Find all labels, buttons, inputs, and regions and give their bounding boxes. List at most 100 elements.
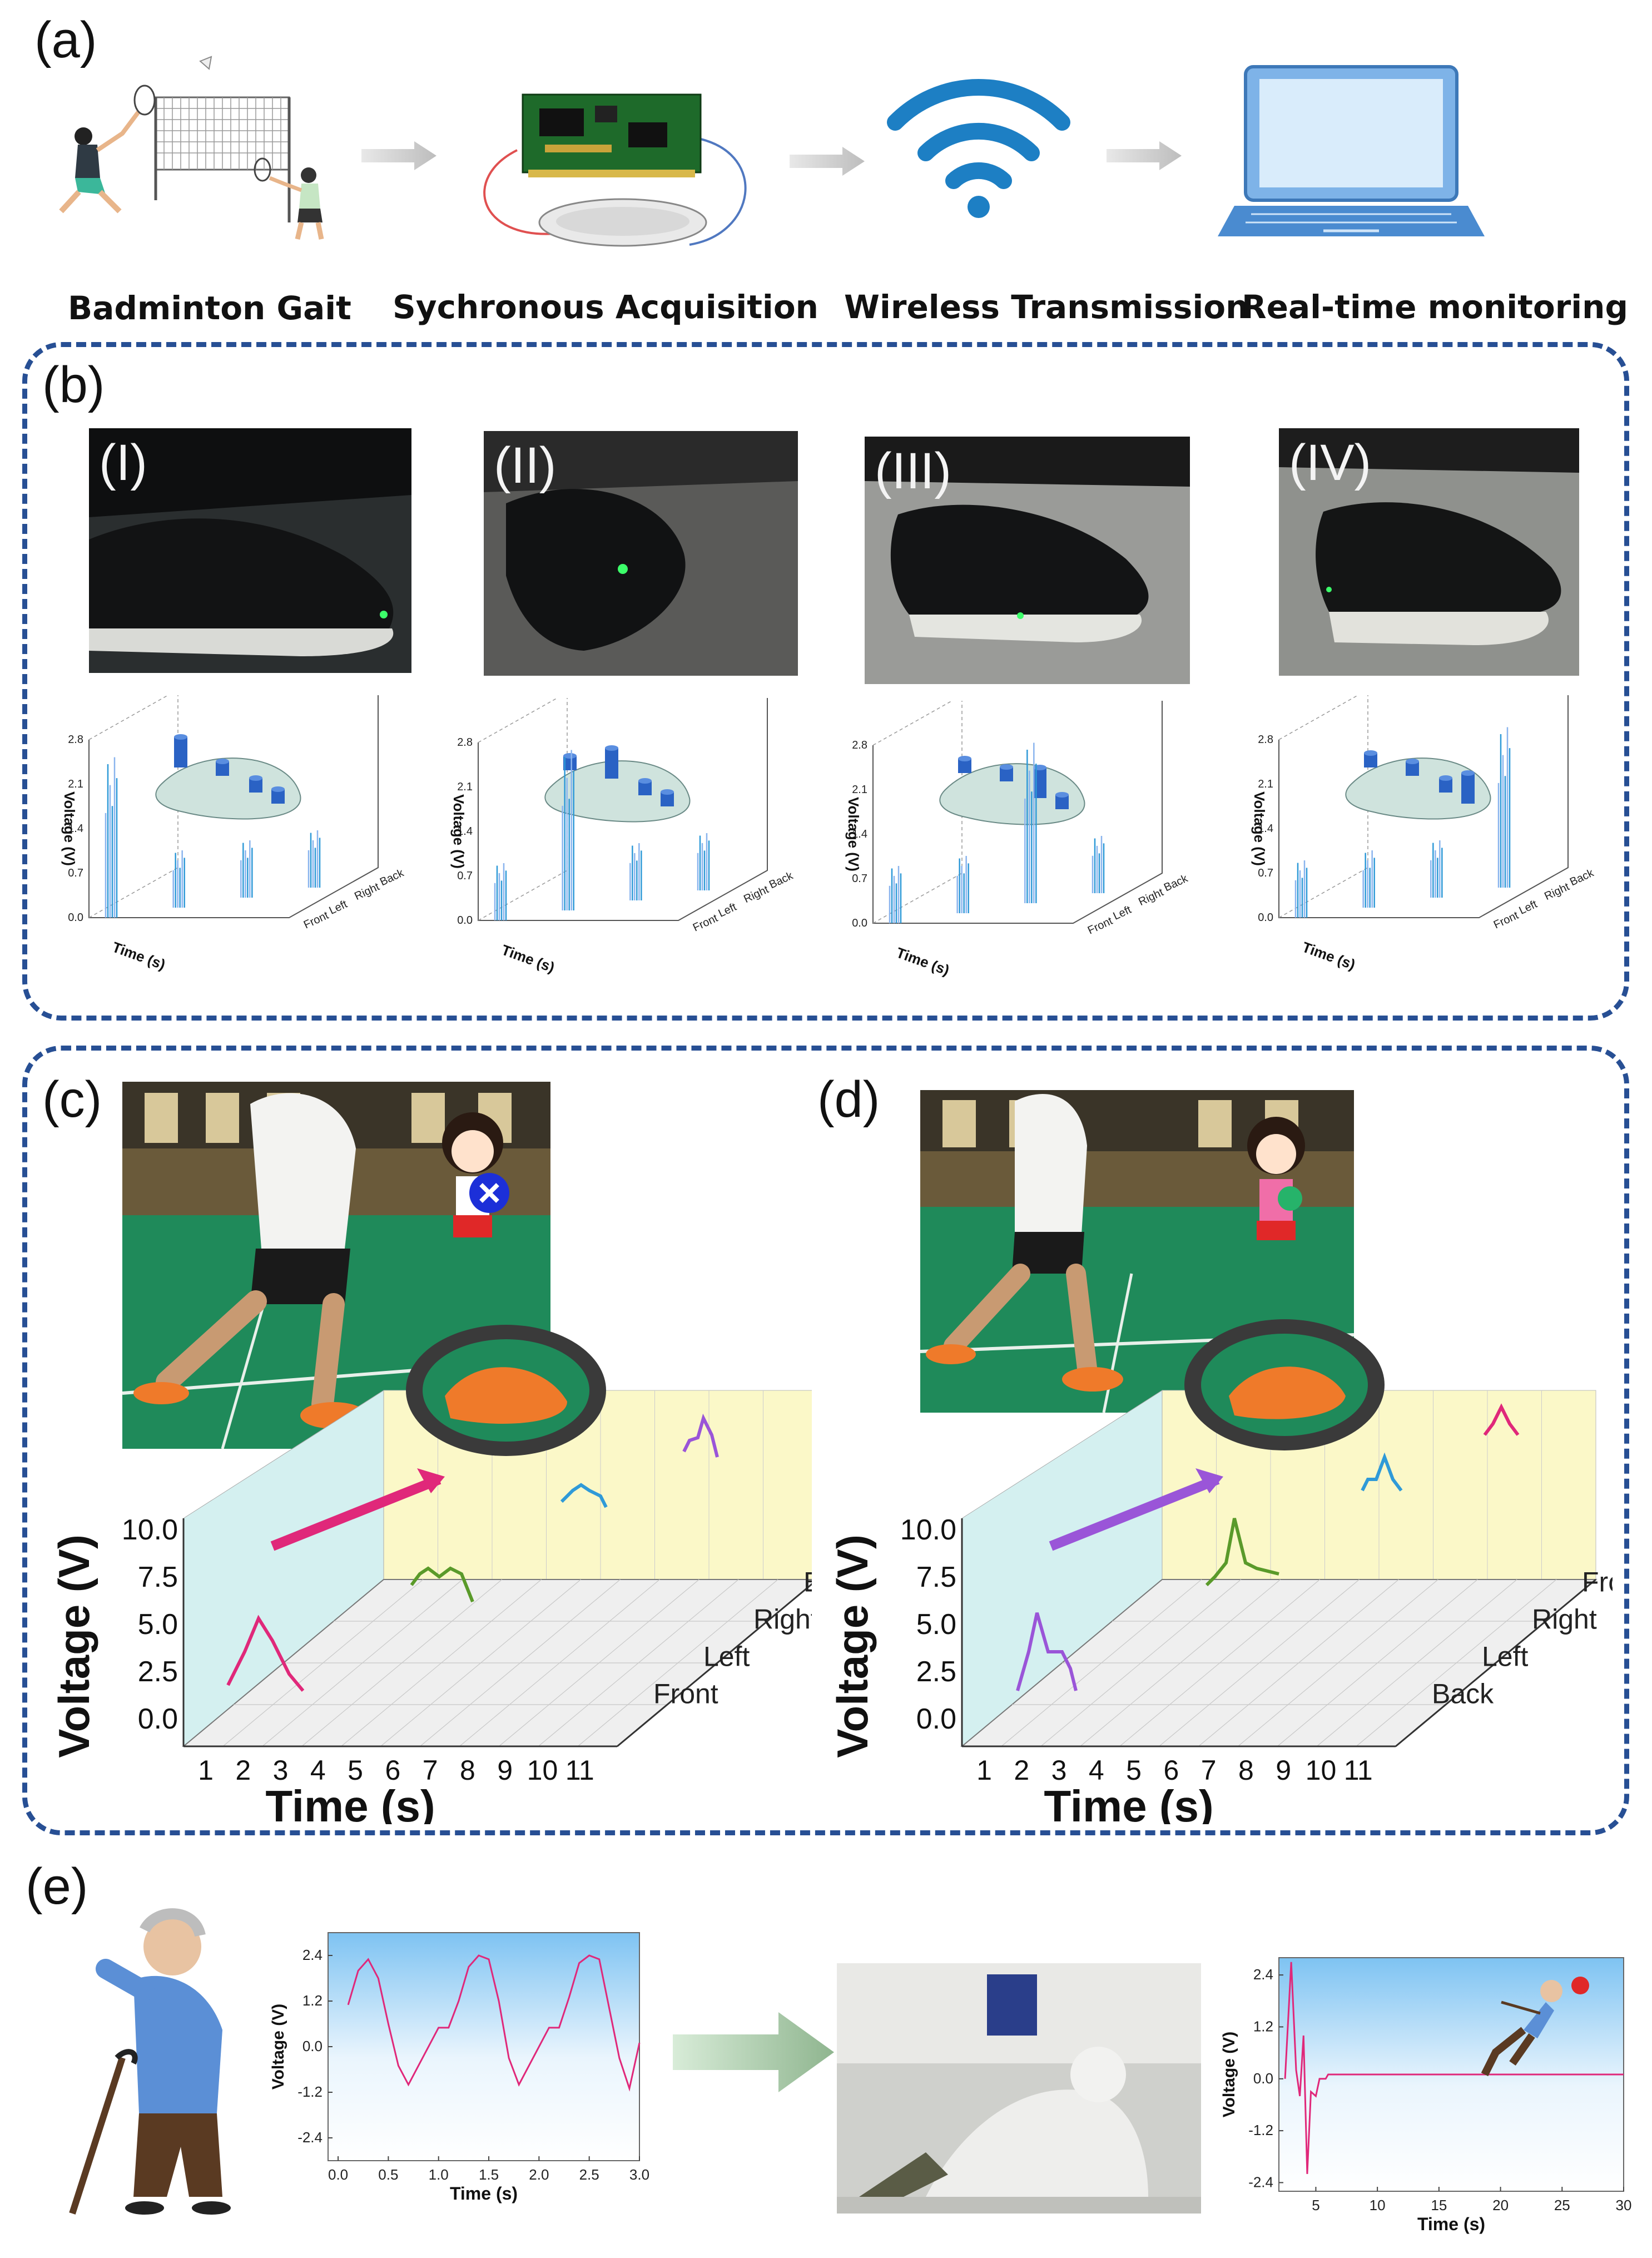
- xtick-label: 6: [1163, 1755, 1179, 1786]
- z-axis: [617, 1583, 812, 1747]
- xtick-label: 2.0: [529, 2166, 549, 2183]
- b-ztick: Left: [328, 898, 350, 917]
- xtick-label: 0.0: [328, 2166, 348, 2183]
- ztick-label: Left: [1482, 1641, 1529, 1672]
- ztick-label: Right: [753, 1604, 812, 1635]
- xtick-label: 1: [198, 1755, 214, 1786]
- court-photo-c: [122, 1082, 550, 1449]
- ytick-label: 5.0: [138, 1608, 178, 1641]
- direction-arrow: [270, 1474, 441, 1551]
- transition-arrow: [673, 2012, 834, 2092]
- xtick-label: 8: [1238, 1755, 1254, 1786]
- signal-curve: [410, 1566, 474, 1603]
- chart-d-3d-voltage: 0.0 2.5 5.0 7.5 10.0 Voltage (V) 1 2 3 4 5 6 7 8 9 10 11…: [828, 1390, 1613, 1824]
- b-ytick: 0.7: [1258, 867, 1273, 879]
- ytick-label: 2.5: [916, 1656, 956, 1688]
- panel-label-a: (a): [34, 12, 97, 68]
- xtick-label: 1.5: [479, 2166, 499, 2183]
- xtick-label: 2: [1014, 1755, 1029, 1786]
- b-cylinder: [605, 748, 618, 779]
- b-axes-frame: [872, 695, 1163, 924]
- b-axes-frame: [88, 690, 379, 918]
- panel-label-e: (e): [26, 1858, 88, 1915]
- elderly-walker-illustration: [69, 1908, 231, 2215]
- b-xlabel: Time (s): [499, 941, 557, 976]
- b-ytick: 0.7: [68, 867, 83, 879]
- ztick-label: Back: [803, 1567, 812, 1598]
- b-ytick: 2.1: [457, 781, 473, 793]
- ylabel: Voltage (V): [828, 1534, 877, 1758]
- ylabel: Voltage (V): [49, 1534, 98, 1758]
- b-ytick: 0.0: [852, 917, 867, 929]
- b-ytick: 1.4: [68, 823, 83, 835]
- xtick-label: 7: [423, 1755, 438, 1786]
- signal-curve: [1016, 1612, 1078, 1691]
- panel-cd-frame: [22, 1046, 1629, 1835]
- b-cylinder: [1461, 773, 1475, 804]
- xlabel: Time (s): [450, 2183, 518, 2203]
- b-ytick: 0.7: [852, 873, 867, 885]
- b-axis-top: [88, 689, 178, 740]
- ytick-label: 0.0: [302, 2038, 323, 2054]
- ytick-label: 1.2: [302, 1992, 323, 2009]
- b-ztick: Right: [353, 880, 381, 903]
- ytick-label: 0.0: [138, 1703, 178, 1735]
- flow-arrow-1: [361, 141, 436, 170]
- b-ztick: Left: [1112, 904, 1134, 923]
- ytick-label: 0.0: [1253, 2070, 1273, 2087]
- b-axis-depth: [1278, 867, 1368, 918]
- xtick-label: 20: [1492, 2197, 1509, 2214]
- b-ytick: 2.8: [68, 734, 83, 746]
- shoe-photo-IV: (IV): [1279, 428, 1579, 676]
- b-ztick: Back: [1568, 866, 1596, 888]
- b-cylinder-top: [661, 789, 674, 795]
- b-insole: [939, 763, 1085, 825]
- b-ytick: 2.1: [852, 784, 867, 796]
- b-axis-depth: [872, 873, 963, 924]
- ytick-label: -2.4: [297, 2129, 323, 2146]
- ytick-label: 7.5: [138, 1561, 178, 1593]
- xtick-label: 3: [1051, 1755, 1067, 1786]
- b-ztick: Right: [1137, 886, 1165, 908]
- b-ztick: Front: [1086, 915, 1115, 937]
- flow-arrow-2: [790, 147, 865, 176]
- b-cylinder-top: [1439, 775, 1452, 781]
- b-ytick: 1.4: [852, 828, 867, 840]
- fall-photo: [837, 1963, 1201, 2214]
- b-ytick: 2.1: [68, 778, 83, 790]
- b-ztick: Left: [717, 901, 739, 920]
- signal-curve: [560, 1483, 608, 1508]
- shoe-photo-II: (II): [484, 431, 798, 676]
- b-ylabel: Voltage (V): [845, 797, 862, 871]
- xtick-label: 7: [1201, 1755, 1217, 1786]
- b-cylinder-top: [1033, 765, 1046, 770]
- shoe-photo-III: (III): [865, 437, 1190, 684]
- b-cylinder-top: [638, 778, 652, 784]
- xtick-label: 2.5: [579, 2166, 599, 2183]
- b-axes-frame: [478, 692, 768, 921]
- b-chart-II: 0.0 0.7 1.4 2.1 2.8 Voltage (V) Time (s) Front L…: [439, 692, 795, 998]
- b-ztick: Front: [691, 912, 720, 934]
- xtick-label: 10: [1306, 1755, 1337, 1786]
- panel-label-b: (b): [42, 356, 105, 413]
- b-ylabel: Voltage (V): [450, 794, 467, 869]
- subpanel-label-IV: (IV): [1289, 434, 1372, 491]
- chart-e-walking: -2.4 -1.2 0.0 1.2 2.4 0.0 0.5 1.0 1.5 2.0 2.5 3.0 Ti…: [269, 1932, 649, 2203]
- ztick-label: Front: [653, 1678, 718, 1710]
- ytick-label: 0.0: [916, 1703, 956, 1735]
- ytick-label: -1.2: [297, 2083, 323, 2100]
- b-cylinder: [174, 737, 187, 767]
- laptop-icon: [1218, 65, 1485, 236]
- b-ztick: Back: [767, 869, 795, 891]
- panel-label-c: (c): [42, 1071, 102, 1128]
- plot-area: [328, 1932, 640, 2161]
- ylabel: Voltage (V): [269, 2004, 287, 2089]
- xtick-label: 4: [1089, 1755, 1104, 1786]
- b-xlabel: Time (s): [1300, 938, 1357, 973]
- ytick-label: 7.5: [916, 1561, 956, 1593]
- xtick-label: 9: [497, 1755, 513, 1786]
- b-cylinder-top: [958, 756, 971, 761]
- xlabel: Time (s): [1417, 2214, 1485, 2234]
- b-chart-I: 0.0 0.7 1.4 2.1 2.8 Voltage (V) Time (s) Front L…: [50, 689, 406, 996]
- b-axis-top: [872, 695, 963, 746]
